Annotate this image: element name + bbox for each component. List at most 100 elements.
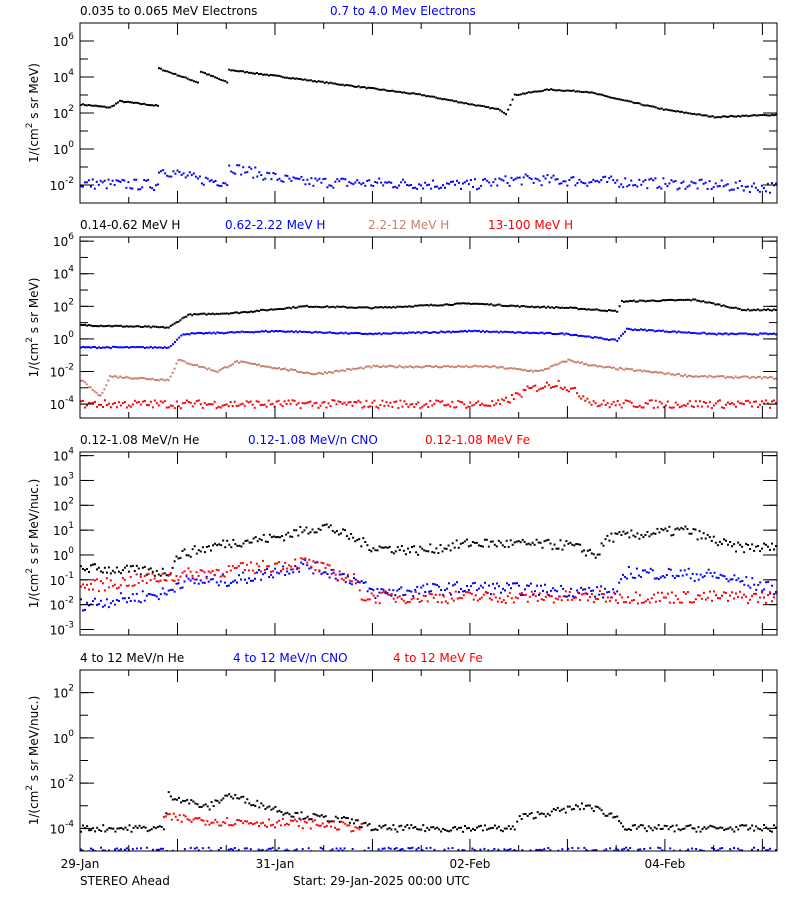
data-point [557, 306, 560, 309]
data-point [232, 363, 235, 366]
data-point [631, 824, 634, 827]
data-point [170, 818, 173, 821]
data-point [160, 170, 162, 173]
data-point [711, 332, 714, 335]
data-point [432, 582, 435, 585]
data-point [395, 847, 398, 849]
data-point [576, 182, 579, 184]
data-point [312, 306, 315, 308]
data-point [253, 406, 256, 409]
data-point [359, 401, 362, 404]
data-point [649, 827, 652, 830]
data-point [189, 363, 192, 366]
data-point [488, 181, 491, 184]
data-point [444, 600, 447, 603]
data-point [763, 542, 765, 545]
data-point [678, 298, 681, 301]
data-point [551, 364, 554, 367]
data-point [411, 846, 414, 849]
data-point [522, 593, 525, 596]
data-point [546, 591, 548, 594]
data-point [714, 303, 717, 306]
data-point [495, 107, 498, 110]
data-point [400, 331, 403, 334]
data-point [465, 538, 468, 541]
data-point [717, 332, 720, 335]
data-point [297, 825, 300, 827]
data-point [358, 589, 361, 592]
data-point [612, 591, 615, 594]
data-point [80, 598, 82, 601]
data-point [288, 813, 291, 816]
data-point [582, 592, 585, 595]
data-point [360, 306, 363, 309]
data-point [522, 176, 525, 179]
data-point [168, 71, 171, 74]
data-point [238, 331, 241, 334]
data-point [298, 305, 301, 308]
data-point [353, 401, 356, 403]
data-point [143, 599, 146, 602]
data-point [237, 404, 240, 407]
data-point [471, 103, 474, 106]
data-point [654, 106, 657, 109]
data-point [616, 310, 619, 313]
data-point [266, 565, 268, 568]
data-point [603, 849, 606, 851]
data-point [248, 166, 251, 169]
data-point [586, 593, 589, 595]
data-point [645, 853, 647, 855]
data-point [94, 325, 96, 327]
data-point [690, 405, 693, 408]
data-point [636, 532, 639, 535]
data-point [165, 347, 168, 349]
data-point [346, 824, 349, 827]
data-point [342, 177, 345, 180]
y-axis-label: 1/(cm2 s sr MeV/nuc.) [25, 696, 41, 826]
data-point [325, 824, 328, 827]
data-point [368, 306, 371, 309]
data-point [476, 188, 478, 191]
data-point [717, 849, 720, 851]
data-point [266, 567, 269, 570]
data-point [256, 853, 258, 855]
data-point [236, 819, 239, 821]
data-point [634, 405, 637, 408]
data-point [736, 376, 739, 379]
data-point [488, 303, 491, 306]
data-point [730, 306, 733, 309]
data-point [631, 576, 634, 579]
data-point [135, 847, 138, 850]
data-point [334, 577, 337, 580]
data-point [186, 798, 189, 801]
data-point [186, 818, 189, 821]
data-point [594, 597, 597, 600]
data-point [714, 182, 717, 185]
data-point [739, 580, 742, 583]
data-point [432, 853, 434, 855]
data-point [238, 574, 240, 577]
data-point [458, 596, 461, 599]
data-point [400, 305, 403, 308]
data-point [469, 585, 472, 588]
data-point [516, 582, 518, 585]
data-point [102, 849, 104, 851]
data-point [614, 599, 617, 602]
data-point [386, 181, 389, 184]
data-point [542, 599, 545, 601]
data-point [320, 561, 323, 564]
data-point [670, 534, 673, 537]
data-point [417, 401, 420, 404]
data-point [556, 178, 559, 181]
data-point [367, 405, 370, 408]
data-point [677, 828, 680, 831]
data-point [165, 406, 168, 409]
data-point [691, 113, 694, 115]
data-point [554, 597, 557, 600]
data-point [107, 606, 110, 609]
data-point [304, 817, 307, 820]
data-point [557, 362, 560, 365]
